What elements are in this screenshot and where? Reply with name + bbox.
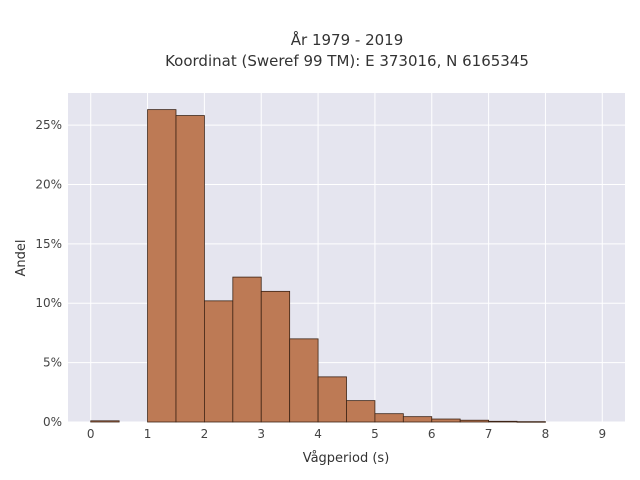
histogram-bar-5 — [260, 290, 291, 423]
x-axis-title: Vågperiod (s) — [303, 451, 390, 466]
chart-title-line2: Koordinat (Sweref 99 TM): E 373016, N 61… — [165, 52, 529, 70]
x-tick-label-3: 3 — [257, 427, 265, 441]
histogram-bar-6 — [289, 338, 319, 423]
histogram-bar-3 — [204, 300, 234, 423]
histogram-bar-1 — [147, 109, 177, 423]
y-tick-label-4: 20% — [35, 177, 62, 191]
histogram-bar-12 — [459, 419, 489, 423]
x-tick-label-0: 0 — [87, 427, 95, 441]
x-tick-label-6: 6 — [428, 427, 436, 441]
x-tick-label-9: 9 — [598, 427, 606, 441]
x-tick-label-2: 2 — [201, 427, 209, 441]
bars — [90, 109, 546, 423]
histogram-bar-8 — [346, 400, 376, 423]
histogram-bar-2 — [175, 115, 205, 423]
histogram-bar-7 — [317, 376, 347, 423]
y-tick-label-3: 15% — [35, 237, 62, 251]
x-tick-label-4: 4 — [314, 427, 322, 441]
histogram-bar-9 — [374, 413, 404, 423]
y-tick-label-0: 0% — [43, 415, 62, 429]
x-axis-ticks: 0 1 2 3 4 5 6 7 8 9 — [87, 427, 606, 441]
y-tick-label-5: 25% — [35, 118, 62, 132]
x-tick-label-7: 7 — [485, 427, 493, 441]
histogram-bar-0 — [90, 420, 120, 423]
y-tick-label-2: 10% — [35, 296, 62, 310]
histogram-bar-10 — [402, 416, 433, 423]
x-tick-label-5: 5 — [371, 427, 379, 441]
y-tick-label-1: 5% — [43, 356, 62, 370]
y-axis-ticks: 0% 5% 10% 15% 20% 25% — [35, 118, 62, 429]
chart-title-line1: År 1979 - 2019 — [291, 30, 404, 49]
histogram-bar-4 — [232, 276, 262, 423]
histogram-bar-13 — [488, 420, 518, 423]
histogram-bar-11 — [431, 418, 461, 423]
y-axis-title: Andel — [14, 240, 29, 277]
x-tick-label-1: 1 — [144, 427, 152, 441]
histogram-bar-14 — [516, 421, 546, 423]
x-tick-label-8: 8 — [542, 427, 550, 441]
